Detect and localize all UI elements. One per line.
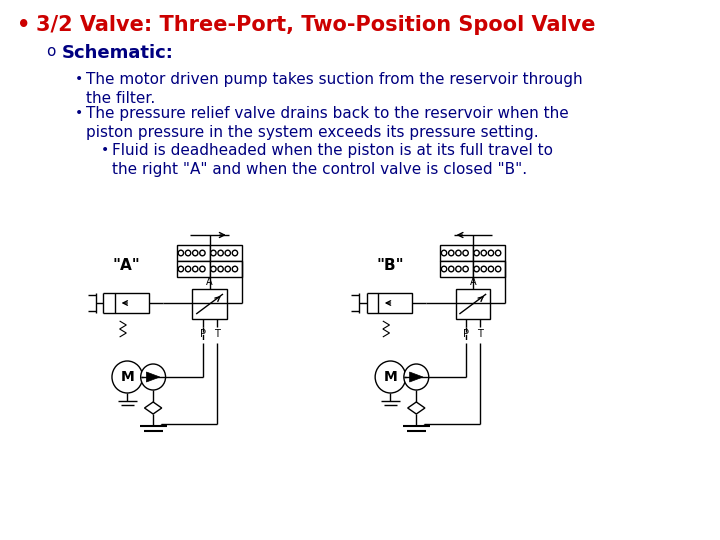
Text: A: A (469, 277, 476, 287)
Circle shape (199, 250, 205, 256)
Circle shape (233, 250, 238, 256)
Circle shape (449, 250, 454, 256)
Circle shape (178, 266, 184, 272)
Bar (378, 293, 413, 313)
Text: •: • (75, 106, 83, 120)
Circle shape (211, 266, 216, 272)
Polygon shape (408, 402, 425, 414)
Circle shape (441, 266, 446, 272)
Circle shape (375, 361, 406, 393)
Bar (177, 245, 210, 261)
Circle shape (185, 250, 191, 256)
Circle shape (233, 266, 238, 272)
Bar (192, 289, 227, 319)
Circle shape (488, 266, 494, 272)
Polygon shape (146, 372, 160, 382)
Bar (115, 293, 149, 313)
Circle shape (456, 250, 461, 256)
Circle shape (463, 250, 468, 256)
Circle shape (481, 250, 487, 256)
Circle shape (192, 250, 198, 256)
Text: •: • (75, 72, 83, 86)
Text: A: A (206, 277, 213, 287)
Circle shape (192, 266, 198, 272)
Bar (473, 261, 505, 277)
Text: T: T (477, 329, 483, 339)
Circle shape (463, 266, 468, 272)
Circle shape (225, 266, 230, 272)
Circle shape (211, 250, 216, 256)
Circle shape (474, 250, 480, 256)
Bar (210, 261, 242, 277)
Circle shape (495, 266, 501, 272)
Text: P: P (199, 329, 206, 339)
Circle shape (218, 250, 223, 256)
Circle shape (456, 266, 461, 272)
Text: M: M (384, 370, 397, 384)
Text: Schematic:: Schematic: (62, 44, 174, 62)
Text: Fluid is deadheaded when the piston is at its full travel to
the right "A" and w: Fluid is deadheaded when the piston is a… (112, 143, 553, 177)
Circle shape (185, 266, 191, 272)
Bar (440, 245, 473, 261)
Circle shape (441, 250, 446, 256)
Circle shape (178, 250, 184, 256)
Circle shape (404, 364, 428, 390)
Bar (177, 261, 210, 277)
Circle shape (199, 266, 205, 272)
Text: P: P (463, 329, 469, 339)
Text: 3/2 Valve: Three-Port, Two-Position Spool Valve: 3/2 Valve: Three-Port, Two-Position Spoo… (37, 15, 596, 35)
Circle shape (488, 250, 494, 256)
Bar (210, 245, 242, 261)
Bar (440, 261, 473, 277)
Circle shape (474, 266, 480, 272)
Polygon shape (145, 402, 162, 414)
Text: M: M (120, 370, 134, 384)
Circle shape (218, 266, 223, 272)
Text: "A": "A" (113, 258, 140, 273)
Polygon shape (410, 372, 423, 382)
Circle shape (140, 364, 166, 390)
Bar (456, 289, 490, 319)
Circle shape (112, 361, 143, 393)
Circle shape (449, 266, 454, 272)
Circle shape (495, 250, 501, 256)
Text: T: T (215, 329, 220, 339)
Text: The motor driven pump takes suction from the reservoir through
the filter.: The motor driven pump takes suction from… (86, 72, 582, 106)
Text: o: o (46, 44, 55, 59)
Text: •: • (101, 143, 109, 157)
Text: •: • (17, 15, 31, 35)
Bar (473, 245, 505, 261)
Circle shape (225, 250, 230, 256)
Circle shape (481, 266, 487, 272)
Text: "B": "B" (377, 258, 404, 273)
Text: The pressure relief valve drains back to the reservoir when the
piston pressure : The pressure relief valve drains back to… (86, 106, 569, 140)
